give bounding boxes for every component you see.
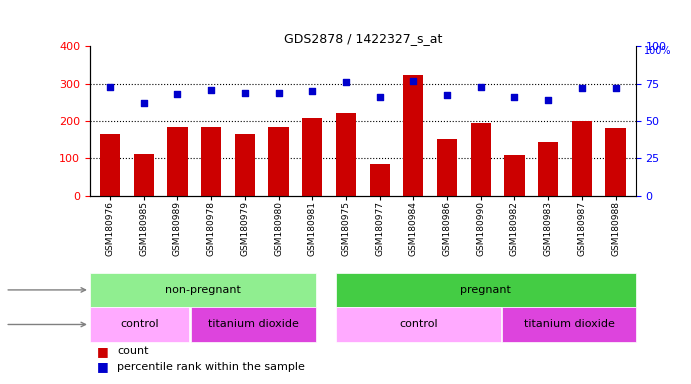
Point xyxy=(576,85,587,91)
Text: pregnant: pregnant xyxy=(460,285,511,295)
Bar xyxy=(404,75,424,196)
Point xyxy=(610,84,621,91)
Bar xyxy=(167,127,187,196)
Point xyxy=(172,91,183,97)
Point xyxy=(104,84,115,90)
Text: ■: ■ xyxy=(97,360,108,373)
Bar xyxy=(100,134,120,196)
Bar xyxy=(504,155,524,196)
Bar xyxy=(437,139,457,196)
Bar xyxy=(471,123,491,196)
Bar xyxy=(571,121,592,196)
Text: 100%: 100% xyxy=(644,46,672,56)
Bar xyxy=(191,307,316,342)
Text: count: count xyxy=(117,346,149,356)
Point xyxy=(408,78,419,84)
Text: development stage: development stage xyxy=(0,285,86,295)
Bar xyxy=(538,142,558,196)
Bar xyxy=(502,307,636,342)
Point xyxy=(509,94,520,101)
Bar xyxy=(605,128,625,196)
Text: non-pregnant: non-pregnant xyxy=(164,285,240,295)
Bar xyxy=(370,164,390,196)
Point xyxy=(138,100,149,106)
Point xyxy=(442,92,453,98)
Text: agent: agent xyxy=(0,319,86,329)
Bar xyxy=(268,127,289,196)
Point xyxy=(475,84,486,90)
Title: GDS2878 / 1422327_s_at: GDS2878 / 1422327_s_at xyxy=(283,32,442,45)
Text: ■: ■ xyxy=(97,345,108,358)
Text: percentile rank within the sample: percentile rank within the sample xyxy=(117,362,305,372)
Point xyxy=(206,86,217,93)
Point xyxy=(273,89,284,96)
Point xyxy=(374,94,385,101)
Bar xyxy=(336,307,501,342)
Bar xyxy=(235,134,255,196)
Bar xyxy=(90,273,316,307)
Bar xyxy=(201,127,221,196)
Point xyxy=(239,90,250,96)
Text: control: control xyxy=(400,319,438,329)
Bar xyxy=(302,118,322,196)
Bar xyxy=(336,273,636,307)
Point xyxy=(542,96,553,103)
Bar xyxy=(133,154,154,196)
Text: control: control xyxy=(120,319,159,329)
Bar xyxy=(90,307,189,342)
Text: titanium dioxide: titanium dioxide xyxy=(208,319,299,329)
Text: titanium dioxide: titanium dioxide xyxy=(524,319,614,329)
Point xyxy=(341,79,352,86)
Bar xyxy=(336,114,356,196)
Point xyxy=(307,88,318,94)
